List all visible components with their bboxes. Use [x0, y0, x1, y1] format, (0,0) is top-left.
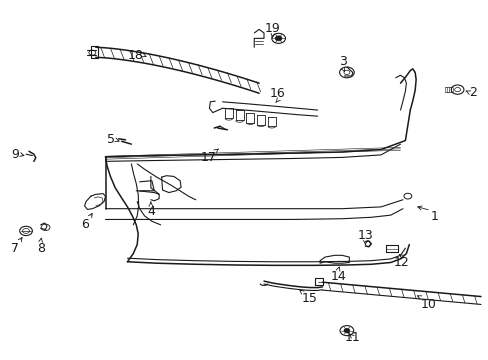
Circle shape	[275, 36, 282, 41]
Text: 14: 14	[329, 270, 346, 283]
Text: 17: 17	[200, 150, 216, 163]
Text: 13: 13	[357, 229, 372, 242]
Text: 9: 9	[11, 148, 19, 161]
Text: 15: 15	[302, 292, 317, 305]
Text: 12: 12	[393, 256, 408, 269]
Text: 19: 19	[264, 22, 280, 35]
Text: 3: 3	[338, 55, 346, 68]
Text: 7: 7	[11, 242, 19, 255]
Text: 11: 11	[344, 330, 360, 343]
Text: 18: 18	[127, 49, 143, 62]
Text: 8: 8	[37, 242, 44, 255]
Text: 1: 1	[430, 211, 438, 224]
Text: 5: 5	[107, 133, 115, 146]
Text: 4: 4	[146, 205, 155, 218]
Text: 10: 10	[420, 298, 436, 311]
Text: 6: 6	[81, 218, 89, 231]
Text: 2: 2	[468, 86, 476, 99]
Text: 16: 16	[269, 87, 285, 100]
Circle shape	[343, 328, 349, 333]
